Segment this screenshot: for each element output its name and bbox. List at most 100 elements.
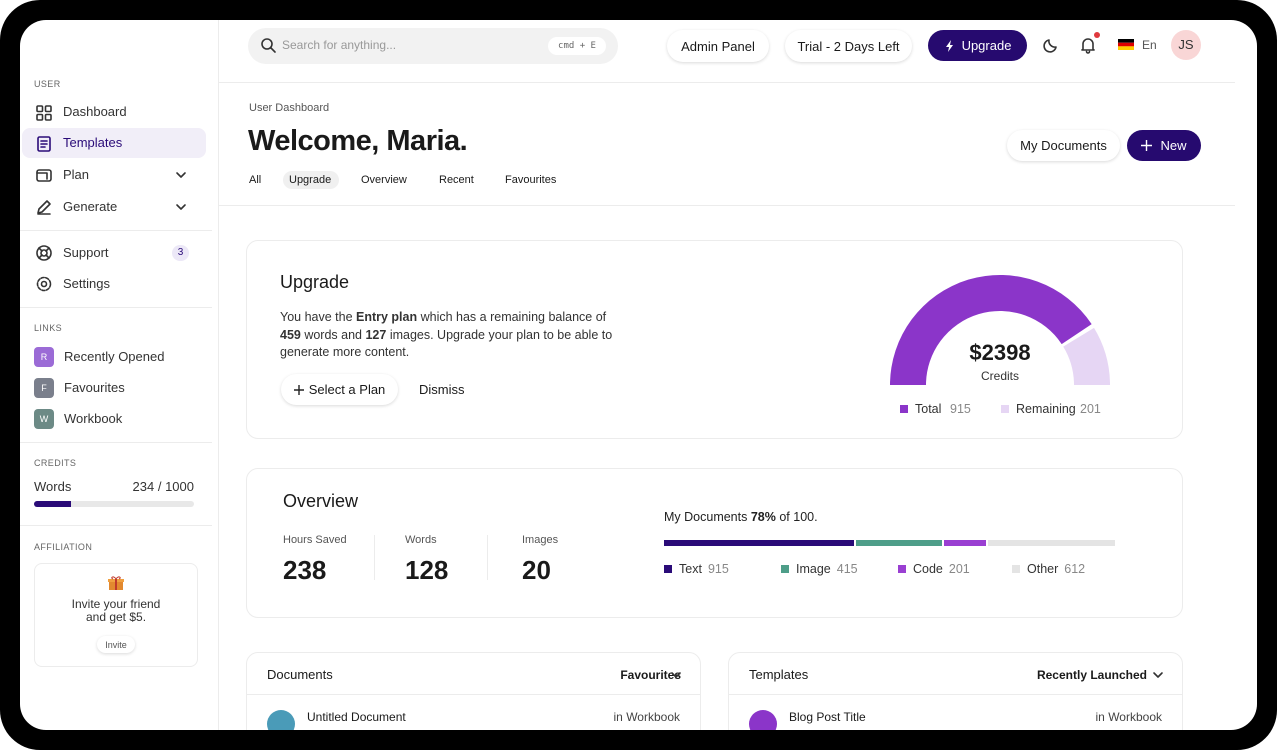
flag bbox=[1118, 39, 1134, 50]
link-avatar: F bbox=[34, 378, 54, 398]
icon bbox=[36, 276, 52, 292]
stat-label: Hours Saved bbox=[283, 534, 347, 546]
chevron bbox=[671, 672, 681, 678]
stacked-bar bbox=[664, 540, 1115, 546]
filter[interactable]: Recently Launched bbox=[1036, 668, 1147, 682]
legend-swatch bbox=[781, 565, 789, 573]
nav-item[interactable]: Generate bbox=[63, 199, 118, 214]
plus-icon bbox=[1141, 140, 1153, 151]
nav-item[interactable]: Dashboard bbox=[63, 104, 127, 119]
progress-fill bbox=[34, 501, 72, 507]
chevron bbox=[176, 204, 186, 210]
link-item[interactable]: Favourites bbox=[64, 380, 125, 395]
row-location: in Workbook bbox=[613, 710, 680, 724]
card-title: Upgrade bbox=[280, 272, 350, 292]
tab-active-bg bbox=[283, 171, 339, 189]
legend-swatch bbox=[900, 405, 908, 413]
language[interactable]: En bbox=[1142, 38, 1157, 52]
bar-segment bbox=[856, 540, 943, 546]
legend-swatch bbox=[1001, 405, 1009, 413]
invite-text: and get $5. bbox=[85, 610, 147, 624]
new-button[interactable]: New bbox=[1127, 130, 1201, 161]
nav-item[interactable]: Settings bbox=[63, 276, 110, 291]
tab[interactable]: Overview bbox=[361, 174, 407, 186]
bar-segment bbox=[664, 540, 854, 546]
tab[interactable]: Upgrade bbox=[289, 174, 332, 186]
shortcut: cmd + E bbox=[548, 37, 606, 55]
legend-swatch bbox=[898, 565, 906, 573]
notifications[interactable] bbox=[1079, 36, 1097, 54]
legend-value: 915 bbox=[707, 562, 729, 576]
text-run: Entry plan bbox=[356, 310, 418, 324]
legend-value: 915 bbox=[950, 402, 971, 416]
chevron bbox=[176, 172, 186, 178]
divider bbox=[218, 82, 1235, 83]
divider bbox=[218, 205, 1235, 206]
tab[interactable]: Favourites bbox=[505, 174, 557, 186]
invite-text: Invite your friend bbox=[71, 597, 161, 611]
gauge-segment bbox=[1063, 327, 1110, 385]
legend-label: Image bbox=[796, 562, 831, 576]
legend-label: Total bbox=[915, 402, 942, 416]
legend-label: Other bbox=[1027, 562, 1059, 576]
text-run: words and bbox=[300, 327, 366, 342]
dismiss-button[interactable]: Dismiss bbox=[419, 382, 465, 397]
text-run: 459 bbox=[280, 327, 301, 342]
filter[interactable]: Favourites bbox=[620, 668, 681, 682]
tab[interactable]: Recent bbox=[439, 174, 474, 186]
card-title: Documents bbox=[267, 667, 333, 682]
text-run: You have the bbox=[280, 310, 356, 324]
text-run: of 100. bbox=[779, 510, 818, 524]
credits-value: 234 / 1000 bbox=[132, 479, 194, 494]
chevron bbox=[1153, 672, 1163, 678]
invite-button[interactable]: Invite bbox=[97, 636, 135, 653]
topbar-button[interactable]: Trial - 2 Days Left bbox=[785, 30, 912, 62]
badge: 3 bbox=[172, 245, 189, 261]
section-heading: AFFILIATION bbox=[34, 542, 93, 552]
icon bbox=[37, 200, 51, 215]
bolt-icon bbox=[945, 39, 953, 52]
upgrade-button[interactable]: Upgrade bbox=[928, 30, 1027, 61]
breadcrumb: User Dashboard bbox=[249, 102, 330, 114]
divider bbox=[487, 535, 488, 580]
link-item[interactable]: Recently Opened bbox=[64, 349, 165, 364]
stat-label: Images bbox=[522, 534, 559, 546]
theme-toggle[interactable] bbox=[1042, 36, 1060, 54]
section-heading: LINKS bbox=[34, 323, 63, 333]
icon bbox=[37, 136, 51, 152]
text-run: 78% bbox=[750, 510, 776, 524]
nav-item[interactable]: Support bbox=[63, 245, 109, 260]
header-button[interactable]: My Documents bbox=[1007, 130, 1120, 161]
card-title: Templates bbox=[749, 667, 809, 682]
templates-card bbox=[728, 652, 1183, 730]
link-item[interactable]: Workbook bbox=[64, 411, 123, 426]
stat-value: 128 bbox=[405, 555, 449, 585]
legend-value: 415 bbox=[836, 562, 858, 576]
divider bbox=[20, 307, 212, 308]
row-location: in Workbook bbox=[1095, 710, 1162, 724]
gauge-segment bbox=[890, 275, 1092, 385]
button-label: New bbox=[1160, 138, 1187, 153]
nav-active-bg bbox=[22, 128, 206, 158]
legend-value: 201 bbox=[948, 562, 970, 576]
nav-item[interactable]: Plan bbox=[63, 167, 90, 182]
gauge-amount: $2398 bbox=[969, 340, 1031, 365]
row-avatar bbox=[267, 710, 295, 730]
icon bbox=[36, 105, 52, 121]
page-title: Welcome, Maria. bbox=[248, 125, 468, 157]
row-avatar bbox=[749, 710, 777, 730]
notification-dot bbox=[1094, 32, 1100, 38]
stat-value: 20 bbox=[522, 555, 551, 585]
card-title: Overview bbox=[283, 491, 359, 511]
legend-label: Text bbox=[679, 562, 702, 576]
gauge-caption: Credits bbox=[980, 369, 1019, 383]
divider bbox=[20, 442, 212, 443]
avatar[interactable]: JS bbox=[1171, 30, 1201, 60]
button-label: Upgrade bbox=[961, 38, 1012, 53]
tab[interactable]: All bbox=[249, 174, 262, 186]
select-plan-button[interactable]: Select a Plan bbox=[281, 374, 398, 405]
topbar-button[interactable]: Admin Panel bbox=[667, 30, 769, 62]
legend-label: Remaining bbox=[1016, 402, 1076, 416]
nav-item[interactable]: Templates bbox=[63, 135, 123, 150]
